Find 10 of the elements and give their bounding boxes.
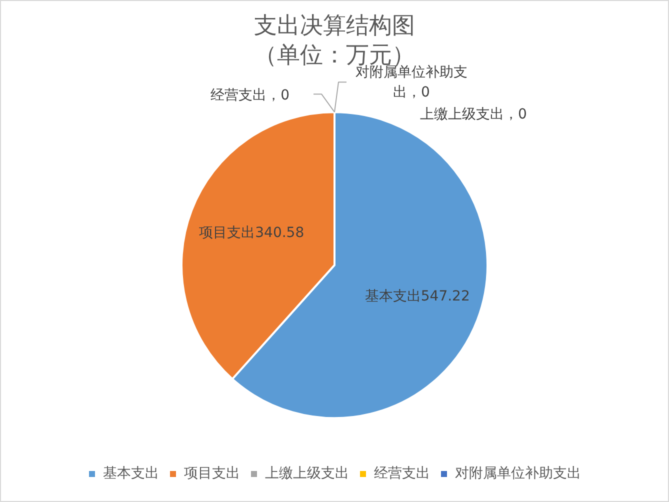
- legend-label: 上缴上级支出: [265, 466, 349, 482]
- legend-label: 项目支出: [184, 466, 240, 482]
- data-label: 项目支出340.58: [199, 225, 304, 242]
- text: 上缴上级支出，0: [420, 106, 527, 123]
- data-label: 基本支出547.22: [364, 288, 470, 304]
- legend-label: 对附属单位补助支出: [455, 466, 581, 482]
- legend-label: 经营支出: [374, 466, 430, 482]
- chart-title: 支出决算结构图: [254, 12, 415, 39]
- text: 经营支出，0: [210, 88, 290, 104]
- legend-label: 基本支出: [103, 466, 159, 482]
